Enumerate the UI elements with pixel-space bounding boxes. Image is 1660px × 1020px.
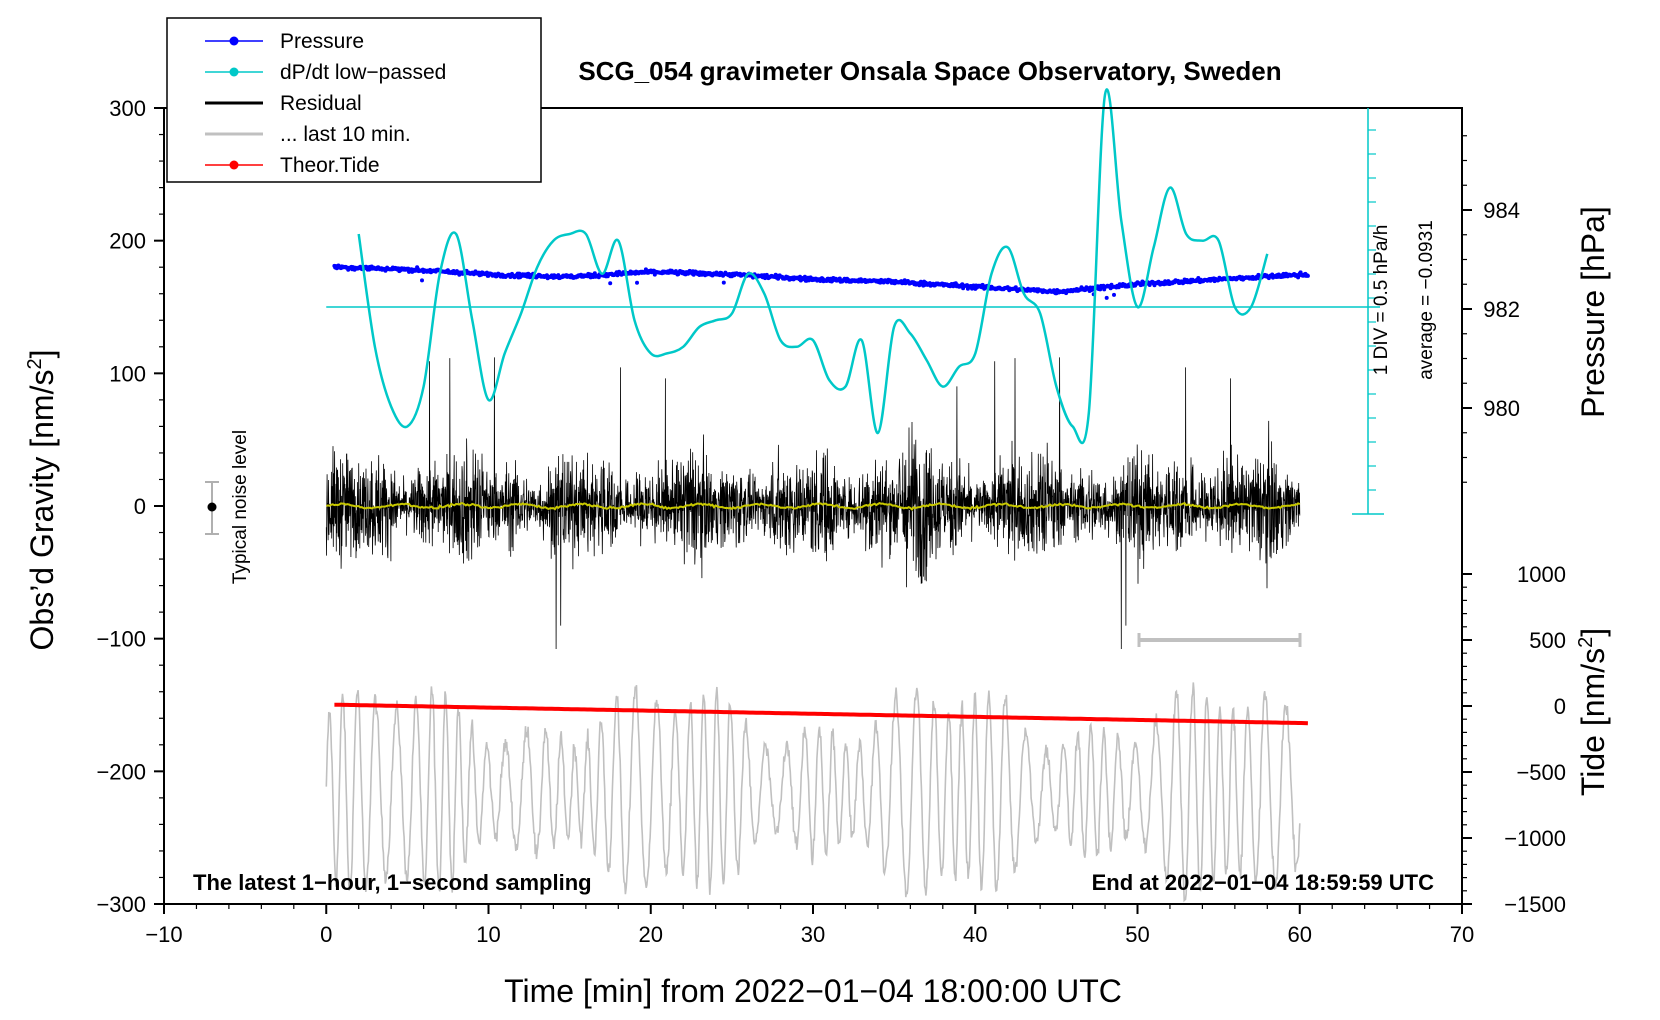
tide-tick-label: 1000 bbox=[1517, 562, 1566, 587]
annotation-right: End at 2022−01−04 18:59:59 UTC bbox=[1092, 870, 1435, 895]
dpdt-scale-bar bbox=[1352, 108, 1384, 515]
noise-label: Typical noise level bbox=[230, 430, 251, 584]
y-axis-pressure: 984 982 980 bbox=[1462, 135, 1520, 483]
tide-tick-label: −1500 bbox=[1504, 892, 1566, 917]
series-pressure bbox=[332, 263, 1310, 300]
pressure-point bbox=[608, 281, 613, 286]
noise-dot bbox=[207, 502, 217, 512]
x-tick-label: 50 bbox=[1125, 922, 1149, 947]
pressure-tick-label: 984 bbox=[1483, 198, 1520, 223]
pressure-point bbox=[635, 280, 639, 285]
pressure-point bbox=[1104, 295, 1109, 300]
series-residual-line bbox=[325, 357, 1301, 650]
x-tick-label: 0 bbox=[320, 922, 332, 947]
y-tick-label: −200 bbox=[96, 759, 146, 784]
y-axis-title-gravity: Obs’d Gravity [nm/s2] bbox=[24, 350, 60, 651]
y-tick-label: 200 bbox=[109, 229, 146, 254]
series-tide-line bbox=[334, 702, 1308, 726]
legend-item: Residual bbox=[205, 92, 362, 115]
x-tick-label: 10 bbox=[476, 922, 500, 947]
x-tick-label: 20 bbox=[639, 922, 663, 947]
y-axis-title-tide-sup: 2 bbox=[1575, 637, 1597, 648]
x-tick-label: −10 bbox=[145, 922, 182, 947]
y-axis-title-pressure: Pressure [hPa] bbox=[1575, 206, 1611, 418]
series-layer bbox=[325, 88, 1380, 903]
pressure-tick-label: 980 bbox=[1483, 396, 1520, 421]
legend-label: dP/dt low−passed bbox=[280, 61, 446, 84]
pressure-point bbox=[721, 280, 726, 285]
x-tick-label: 60 bbox=[1288, 922, 1312, 947]
chart-title: SCG_054 gravimeter Onsala Space Observat… bbox=[578, 56, 1281, 86]
y-tick-label: −300 bbox=[96, 892, 146, 917]
tide-tick-label: 500 bbox=[1529, 628, 1566, 653]
y-tick-label: −100 bbox=[96, 627, 146, 652]
y-axis-tide: 1000 500 0 −500 −1000 −1500 bbox=[1462, 562, 1566, 917]
y-axis-title-gravity-close: ] bbox=[24, 350, 60, 359]
y-tick-label: 300 bbox=[109, 96, 146, 121]
legend-box bbox=[166, 17, 542, 183]
tide-tick-label: −500 bbox=[1516, 760, 1566, 785]
legend-marker bbox=[229, 160, 239, 170]
pressure-point bbox=[1305, 273, 1310, 278]
y-tick-label: 100 bbox=[109, 361, 146, 386]
x-tick-label: 40 bbox=[963, 922, 987, 947]
annotation-left: The latest 1−hour, 1−second sampling bbox=[193, 870, 592, 895]
series-last10-line bbox=[325, 682, 1301, 903]
legend-marker bbox=[229, 67, 239, 77]
legend-label: ... last 10 min. bbox=[280, 123, 411, 146]
pressure-tick-label: 982 bbox=[1483, 297, 1520, 322]
dpdt-div-label: 1 DIV = 0.5 hPa/h bbox=[1371, 225, 1392, 376]
dpdt-average-label: average = −0.0931 bbox=[1416, 220, 1437, 380]
legend-label: Residual bbox=[280, 92, 362, 115]
pressure-point bbox=[420, 278, 424, 283]
legend-item: Theor.Tide bbox=[205, 154, 380, 177]
legend: Pressure dP/dt low−passed Residual ... last… bbox=[166, 17, 542, 183]
y-axis-title-tide-text: Tide [nm/s bbox=[1575, 648, 1611, 796]
tide-tick-label: 0 bbox=[1554, 694, 1566, 719]
legend-item: dP/dt low−passed bbox=[205, 61, 446, 84]
x-tick-label: 30 bbox=[801, 922, 825, 947]
y-axis-gravity: 300 200 100 0 −100 −200 −300 bbox=[96, 96, 164, 917]
x-axis-title: Time [min] from 2022−01−04 18:00:00 UTC bbox=[504, 973, 1122, 1009]
y-axis-title-gravity-sup: 2 bbox=[24, 358, 46, 369]
y-axis-title-gravity-text: Obs’d Gravity [nm/s bbox=[24, 370, 60, 651]
x-axis: −10 0 10 20 30 40 50 60 70 bbox=[145, 904, 1474, 947]
y-tick-label: 0 bbox=[134, 494, 146, 519]
legend-item: ... last 10 min. bbox=[205, 123, 411, 146]
pressure-point bbox=[1112, 292, 1116, 297]
y-axis-title-tide: Tide [nm/s2] bbox=[1575, 628, 1611, 796]
legend-label: Theor.Tide bbox=[280, 154, 380, 177]
legend-item: Pressure bbox=[205, 30, 364, 53]
x-tick-label: 70 bbox=[1450, 922, 1474, 947]
legend-marker bbox=[229, 36, 239, 46]
series-dpdt-line bbox=[357, 88, 1269, 445]
legend-label: Pressure bbox=[280, 30, 364, 53]
series-residual-smooth-line bbox=[325, 502, 1301, 511]
tide-tick-label: −1000 bbox=[1504, 826, 1566, 851]
legend-items: Pressure dP/dt low−passed Residual ... last… bbox=[205, 30, 446, 177]
y-axis-title-tide-close: ] bbox=[1575, 628, 1611, 637]
